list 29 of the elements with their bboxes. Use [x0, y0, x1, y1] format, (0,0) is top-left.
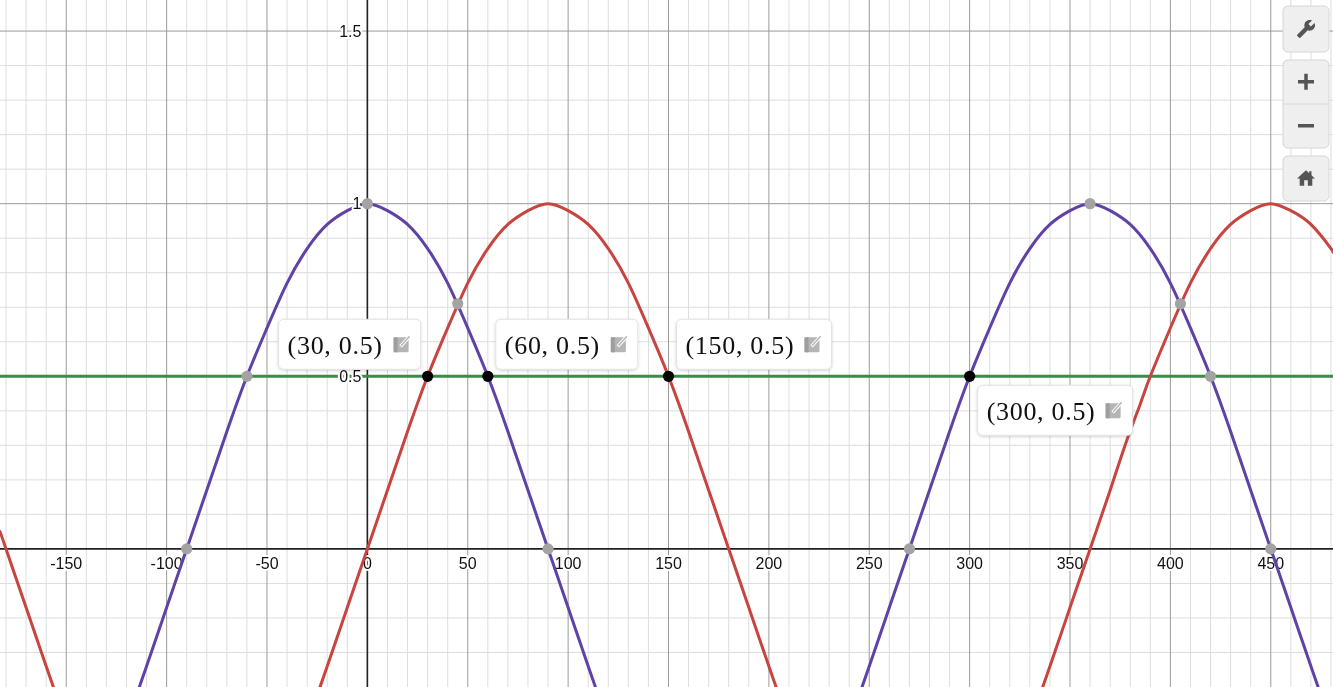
x-tick-label: -50: [255, 554, 279, 572]
point: [181, 543, 193, 555]
point: [1084, 198, 1096, 210]
annotation: (60, 0.5): [504, 330, 600, 360]
point: [903, 543, 916, 555]
x-tick-label: 50: [458, 554, 477, 572]
point: [964, 370, 976, 382]
x-tick-label: 350: [1056, 554, 1084, 572]
point: [1265, 543, 1277, 555]
annotation: (300, 0.5): [986, 396, 1096, 426]
point: [662, 370, 675, 382]
point: [482, 370, 494, 382]
x-tick-label: 300: [956, 554, 984, 572]
point: [452, 298, 464, 310]
y-tick-label: 1.5: [339, 22, 362, 40]
point: [542, 543, 554, 555]
x-tick-label: -150: [50, 554, 83, 572]
point: [1204, 370, 1217, 382]
annotation: (30, 0.5): [287, 330, 383, 360]
point: [422, 370, 434, 382]
point: [361, 198, 373, 210]
x-tick-label: 150: [655, 554, 682, 572]
annotation: (150, 0.5): [685, 330, 795, 360]
x-tick-label: 200: [755, 554, 783, 572]
point: [241, 370, 253, 382]
x-tick-label: 400: [1157, 554, 1184, 572]
x-tick-label: 250: [855, 554, 883, 572]
x-tick-label: 100: [554, 554, 582, 572]
point: [1174, 298, 1187, 310]
